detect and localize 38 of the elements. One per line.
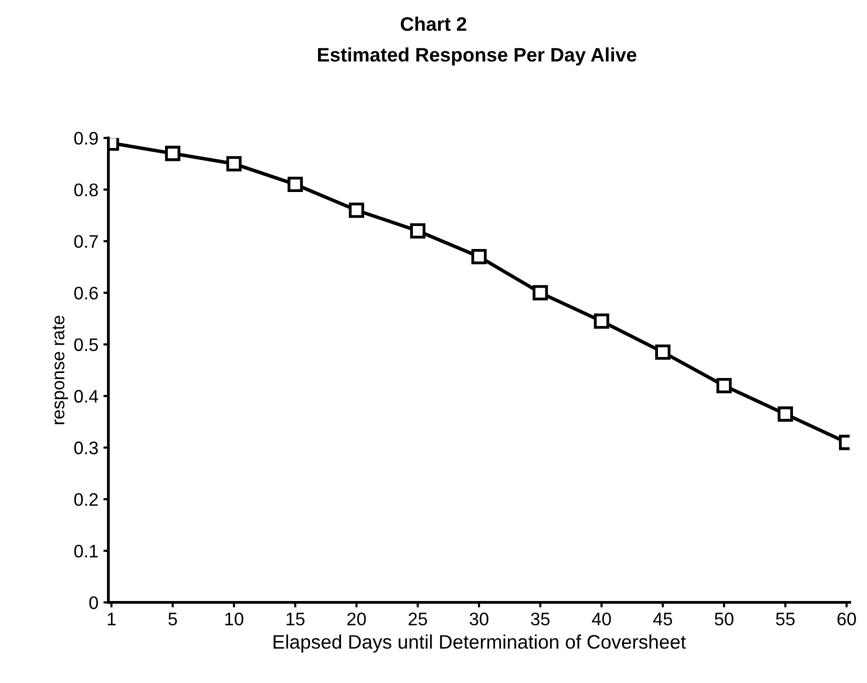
y-tick-label: 0.5 (74, 338, 98, 352)
point (594, 314, 610, 329)
chart-subtitle: Estimated Response Per Day Alive (318, 47, 636, 66)
point (348, 202, 364, 218)
y-tick-label: 0.1 (74, 544, 98, 558)
y-tick-label: 0.2 (74, 493, 98, 506)
x-tick-label: 5 (168, 612, 177, 626)
x-tick-label: 60 (837, 612, 856, 626)
y-tick-label: 0.6 (74, 286, 98, 300)
y-tick-label: 0.8 (74, 184, 98, 196)
y-tick-label: 0.4 (74, 390, 98, 403)
y-tick-label: 0.7 (74, 235, 98, 248)
y-tick-label: 0.3 (74, 442, 98, 454)
y-tick-label: 0.9 (74, 132, 98, 145)
point (165, 146, 180, 162)
point (471, 249, 487, 264)
x-tick-label: 55 (776, 612, 795, 626)
x-tick-label: 25 (408, 612, 428, 626)
x-tick-label: 35 (530, 612, 550, 626)
point (288, 176, 303, 192)
point (716, 378, 732, 394)
x-tick-label: 20 (347, 612, 366, 626)
x-tick-label: 1 (108, 612, 116, 626)
x-axis-title: Elapsed Days until Determination of Coversheet (274, 634, 686, 653)
chart-title: Chart 2 (400, 16, 466, 31)
point (410, 223, 426, 238)
x-tick-label: 15 (286, 612, 305, 626)
point (655, 344, 670, 360)
y-tick-label: 0 (89, 596, 98, 610)
x-tick-label: 30 (470, 612, 488, 626)
point (226, 156, 242, 172)
x-tick-label: 10 (225, 612, 244, 626)
y-axis-title: response rate (52, 316, 68, 424)
x-tick-label: 40 (592, 612, 611, 626)
x-tick-label: 50 (714, 612, 734, 626)
point (532, 285, 548, 300)
point (778, 406, 793, 422)
x-tick-label: 45 (653, 612, 672, 626)
